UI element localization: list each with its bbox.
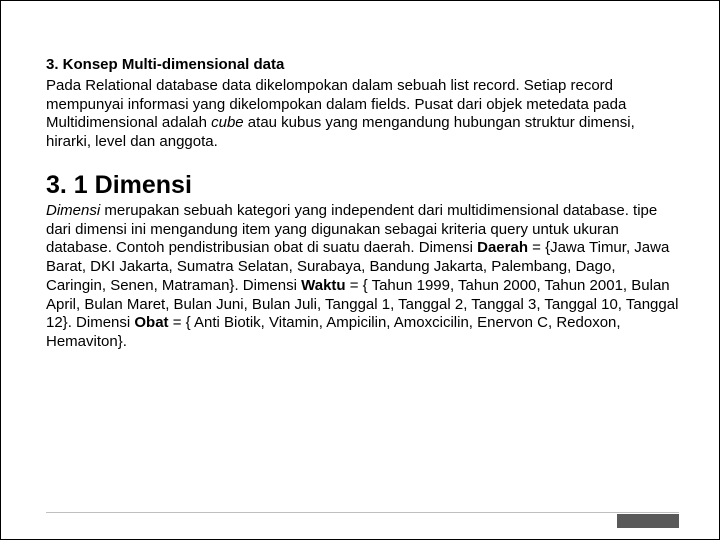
text-emphasis: cube <box>211 114 244 131</box>
text-bold: Daerah <box>477 239 528 256</box>
text-bold: Waktu <box>301 277 345 294</box>
text-emphasis: Dimensi <box>46 202 100 219</box>
footer-divider <box>46 512 679 513</box>
section-heading: 3. Konsep Multi-dimensional data <box>46 56 679 75</box>
footer-block <box>617 514 679 528</box>
section-paragraph: Pada Relational database data dikelompok… <box>46 77 679 152</box>
text-bold: Obat <box>134 314 168 331</box>
subsection-heading: 3. 1 Dimensi <box>46 170 679 200</box>
slide-page: 3. Konsep Multi-dimensional data Pada Re… <box>0 0 720 540</box>
subsection-paragraph: Dimensi merupakan sebuah kategori yang i… <box>46 202 679 352</box>
